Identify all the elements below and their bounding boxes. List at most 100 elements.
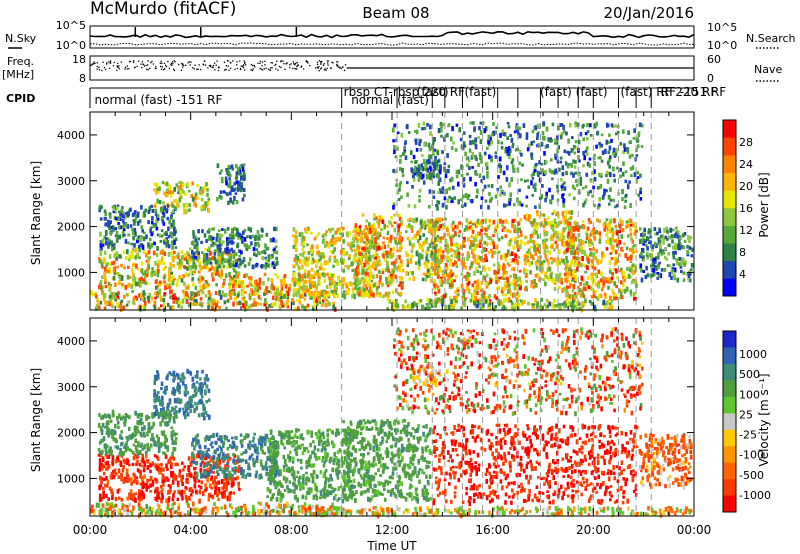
data-cell <box>382 251 386 254</box>
data-cell <box>518 227 521 231</box>
data-cell <box>291 234 295 238</box>
data-cell <box>193 301 196 307</box>
data-cell <box>635 283 638 288</box>
data-cell <box>482 305 485 309</box>
data-cell <box>351 287 355 291</box>
freq-left-tick-top: 18 <box>72 53 86 66</box>
data-cell <box>174 246 178 249</box>
data-cell <box>548 221 551 227</box>
data-cell <box>236 180 239 184</box>
data-cell <box>439 122 443 126</box>
data-cell <box>311 244 314 250</box>
freq-point <box>170 62 173 64</box>
data-cell <box>165 181 169 186</box>
data-cell <box>255 285 259 290</box>
data-cell <box>383 258 387 262</box>
data-cell <box>151 209 155 213</box>
data-cell <box>432 281 436 286</box>
data-cell <box>544 198 547 203</box>
data-cell <box>218 256 221 262</box>
data-cell <box>550 220 554 225</box>
data-cell <box>435 298 439 304</box>
data-cell <box>176 279 179 282</box>
data-cell <box>618 239 622 245</box>
data-cell <box>536 259 539 263</box>
data-cell <box>573 151 577 155</box>
data-cell <box>629 247 632 252</box>
data-cell <box>354 268 358 273</box>
data-cell <box>366 280 370 286</box>
data-cell <box>229 296 233 300</box>
data-cell <box>155 182 159 188</box>
data-cell <box>626 149 630 154</box>
data-cell <box>417 164 421 167</box>
data-cell <box>550 170 554 175</box>
data-cell <box>409 226 413 230</box>
freq-point <box>102 61 104 63</box>
data-cell <box>519 218 522 222</box>
data-cell <box>169 305 172 310</box>
data-cell <box>501 286 504 291</box>
data-cell <box>377 225 381 229</box>
data-cell <box>160 207 163 212</box>
data-cell <box>466 251 470 256</box>
data-cell <box>543 229 546 233</box>
data-cell <box>398 188 401 192</box>
data-cell <box>160 216 164 221</box>
data-cell <box>420 245 423 249</box>
data-cell <box>276 275 279 279</box>
freq-label: Freq. <box>7 55 34 68</box>
data-cell <box>589 286 593 290</box>
data-cell <box>496 251 500 255</box>
data-cell <box>191 270 194 276</box>
data-cell <box>207 299 210 305</box>
data-cell <box>504 219 508 223</box>
data-cell <box>541 263 545 267</box>
data-cell <box>577 290 581 295</box>
data-cell <box>656 272 659 275</box>
data-cell <box>421 304 424 309</box>
data-cell <box>679 265 683 269</box>
data-cell <box>253 236 257 242</box>
data-cell <box>387 275 391 281</box>
data-cell <box>545 306 548 310</box>
freq-point <box>126 65 128 67</box>
data-cell <box>111 205 115 209</box>
data-cell <box>153 250 156 256</box>
data-cell <box>536 170 540 176</box>
data-cell <box>318 258 321 263</box>
data-cell <box>392 168 395 173</box>
data-cell <box>530 152 534 157</box>
data-cell <box>375 253 379 257</box>
data-cell <box>497 268 500 273</box>
data-cell <box>224 228 227 234</box>
data-cell <box>333 293 336 299</box>
data-cell <box>387 280 391 285</box>
data-cell <box>572 256 576 260</box>
data-cell <box>631 239 634 244</box>
data-cell <box>140 269 144 274</box>
freq-point <box>118 68 120 70</box>
data-cell <box>629 232 633 237</box>
data-cell <box>604 148 607 154</box>
data-cell <box>424 250 428 255</box>
data-cell <box>480 305 483 311</box>
data-cell <box>222 264 226 269</box>
data-cell <box>307 270 311 275</box>
data-cell <box>213 252 217 256</box>
data-cell <box>441 254 444 260</box>
data-cell <box>351 249 354 253</box>
data-cell <box>471 293 475 299</box>
freq-point <box>173 69 176 72</box>
data-cell <box>548 187 551 193</box>
freq-point <box>289 64 291 66</box>
data-cell <box>433 253 437 257</box>
data-cell <box>104 285 108 289</box>
data-cell <box>354 252 358 257</box>
data-cell <box>354 286 357 291</box>
data-cell <box>396 249 399 253</box>
data-cell <box>506 249 510 255</box>
data-cell <box>479 299 483 303</box>
data-cell <box>361 276 365 281</box>
data-cell <box>108 302 111 307</box>
